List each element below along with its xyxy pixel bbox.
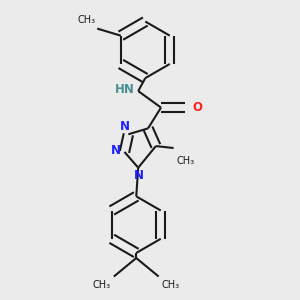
Text: N: N bbox=[119, 120, 130, 133]
Text: N: N bbox=[134, 169, 144, 182]
Text: CH₃: CH₃ bbox=[77, 15, 95, 26]
Text: N: N bbox=[111, 144, 121, 157]
Text: CH₃: CH₃ bbox=[177, 156, 195, 166]
Text: CH₃: CH₃ bbox=[162, 280, 180, 290]
Text: HN: HN bbox=[114, 83, 134, 96]
Text: O: O bbox=[192, 101, 203, 114]
Text: CH₃: CH₃ bbox=[93, 280, 111, 290]
